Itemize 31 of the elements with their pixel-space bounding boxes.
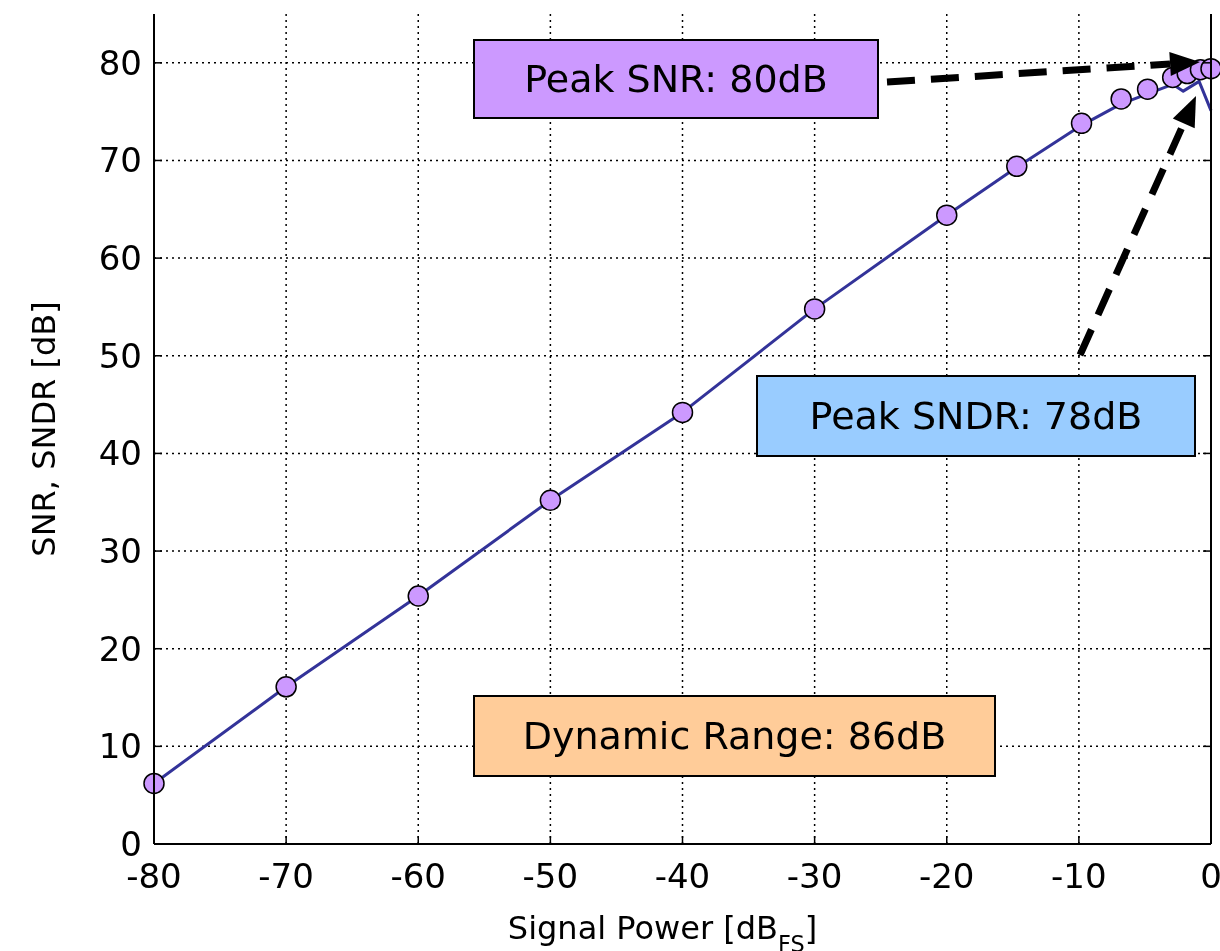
annotation: Dynamic Range: 86dB bbox=[522, 714, 947, 758]
x-tick-label: -30 bbox=[786, 856, 843, 896]
point bbox=[1110, 88, 1132, 110]
point bbox=[1070, 112, 1093, 135]
x-tick-label: 0 bbox=[1200, 856, 1220, 896]
point bbox=[1006, 155, 1028, 178]
x-tick-label: -40 bbox=[654, 856, 711, 896]
y-tick-label: 20 bbox=[98, 628, 142, 669]
point bbox=[671, 401, 694, 424]
y-tick-label: 80 bbox=[98, 42, 142, 83]
point bbox=[803, 298, 826, 320]
x-tick-label: -20 bbox=[918, 856, 975, 896]
annotation: Peak SNDR: 78dB bbox=[809, 394, 1143, 438]
point bbox=[1136, 78, 1159, 100]
point bbox=[936, 204, 958, 226]
point bbox=[275, 676, 297, 698]
x-tick-label: -10 bbox=[1051, 856, 1107, 896]
point bbox=[407, 585, 429, 607]
x-tick-label: -60 bbox=[390, 856, 447, 896]
point bbox=[539, 489, 562, 512]
x-tick-label: -70 bbox=[258, 856, 314, 896]
y-tick-label: 70 bbox=[98, 140, 142, 181]
x-tick-label: -50 bbox=[522, 856, 579, 896]
y-tick-label: 30 bbox=[98, 531, 142, 572]
y-tick-label: 50 bbox=[98, 335, 142, 376]
y-tick-label: 10 bbox=[98, 726, 142, 767]
y-axis-title: SNR, SNDR [dB] bbox=[25, 301, 63, 557]
y-tick-label: 60 bbox=[98, 238, 142, 279]
y-tick-label: 40 bbox=[98, 433, 142, 474]
annotation: Peak SNR: 80dB bbox=[524, 57, 828, 101]
point bbox=[1200, 57, 1220, 80]
